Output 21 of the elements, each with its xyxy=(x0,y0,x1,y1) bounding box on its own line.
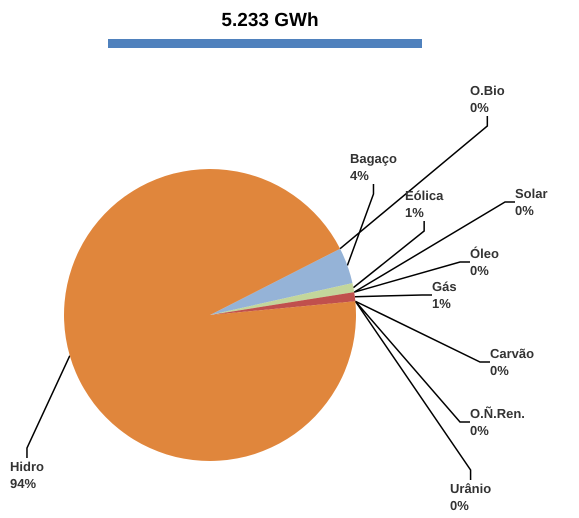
slice-label: Bagaço xyxy=(350,151,398,166)
text: 0% xyxy=(470,263,489,278)
chart-title: 5.233 GWh xyxy=(221,10,319,31)
slice-label: Hidro xyxy=(10,459,44,474)
data-label: 94% xyxy=(10,476,36,491)
slice-label: Gás xyxy=(432,279,457,294)
category-label: O.Ñ.Ren. xyxy=(470,406,525,421)
data-label: 4% xyxy=(350,168,370,183)
category-label: Óleo xyxy=(470,246,499,261)
category-label: Carvão xyxy=(490,346,534,361)
text: 0% xyxy=(515,203,534,218)
text: 0% xyxy=(450,498,469,513)
slice-label: Eólica xyxy=(405,188,444,203)
category-label: O.Bio xyxy=(470,83,505,98)
text: 0% xyxy=(470,100,489,115)
data-label: 1% xyxy=(432,296,452,311)
category-label: Urânio xyxy=(450,481,492,496)
text: 0% xyxy=(470,423,489,438)
text: 0% xyxy=(490,363,509,378)
data-label: 1% xyxy=(405,205,424,220)
category-label: Solar xyxy=(515,186,548,201)
